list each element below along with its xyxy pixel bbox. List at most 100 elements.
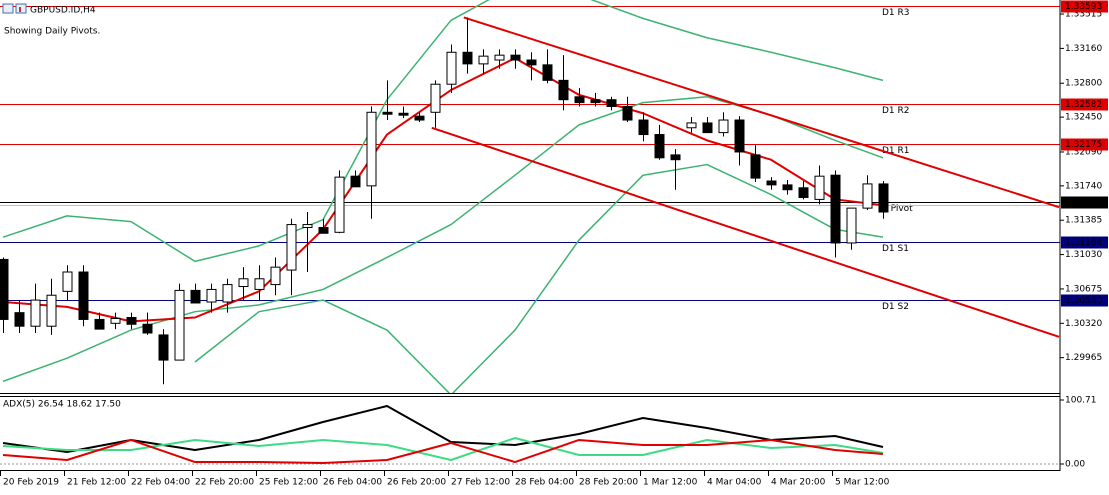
candle-body <box>14 312 25 327</box>
candle-body <box>478 55 489 65</box>
y-tick-label: 1.33515 <box>1065 10 1102 20</box>
adx-tick-label: 0.00 <box>1065 460 1085 470</box>
candle-body <box>398 112 409 116</box>
indicator-line <box>2 0 884 263</box>
candle-body <box>286 224 297 271</box>
adx-line <box>2 404 884 453</box>
x-tick-label: 20 Feb 2019 <box>3 478 59 488</box>
candle-body <box>46 294 57 327</box>
pivot-level-name: D1 S1 <box>882 244 909 254</box>
adx-label: ADX(5) 26.54 18.62 17.50 <box>3 400 121 410</box>
price-label-box <box>1061 98 1108 111</box>
candle-body <box>430 83 441 113</box>
y-tick-label: 1.32090 <box>1065 147 1102 157</box>
candle-body <box>782 184 793 191</box>
x-tick-label: 21 Feb 12:00 <box>67 478 126 488</box>
candle-body <box>734 119 745 153</box>
price-label: 1.33593 <box>1065 2 1102 12</box>
x-tick-label: 4 Mar 20:00 <box>771 478 826 488</box>
pivot-level-name: D1 R3 <box>882 8 910 18</box>
candle-body <box>366 111 377 187</box>
pivot-level-name: D1 S2 <box>882 302 909 312</box>
candle-body <box>670 154 681 161</box>
price-label: 1.30560 <box>1065 296 1102 306</box>
y-tick-label: 1.33160 <box>1065 44 1102 54</box>
x-tick-label: 5 Mar 12:00 <box>835 478 890 488</box>
candle-body <box>558 79 569 101</box>
chart-title: GBPUSD.ID,H4 <box>30 6 96 16</box>
candle-body <box>0 258 9 320</box>
candle-body <box>462 51 473 65</box>
candle-body <box>142 323 153 334</box>
y-tick-label: 1.31740 <box>1065 181 1102 191</box>
indicator-line <box>194 163 884 393</box>
candle-body <box>542 64 553 81</box>
candle-body <box>318 226 329 234</box>
candle-body <box>62 271 73 292</box>
trend-line <box>431 126 1060 338</box>
pivot-level-name: 1 Pivot <box>882 204 913 214</box>
icon <box>19 7 21 12</box>
candle-body <box>126 316 137 325</box>
x-tick-label: 22 Feb 04:00 <box>131 478 190 488</box>
candle-body <box>606 99 617 107</box>
candle-body <box>702 122 713 134</box>
candle-body <box>238 278 249 288</box>
x-tick-label: 27 Feb 12:00 <box>451 478 510 488</box>
pivot-level-name: D1 R2 <box>882 106 910 116</box>
candle-body <box>718 119 729 134</box>
x-tick-label: 26 Feb 20:00 <box>387 478 446 488</box>
candle-body <box>798 187 809 198</box>
candle-body <box>590 99 601 104</box>
candle-body <box>494 54 505 61</box>
candle-body <box>350 175 361 188</box>
price-pane: D1 R3 D1 R2 D1 R1 1 Pivot D1 S1 D1 S2 <box>0 0 1060 393</box>
x-tick-label: 25 Feb 12:00 <box>259 478 318 488</box>
candle-body <box>446 51 457 85</box>
x-tick-label: 26 Feb 04:00 <box>323 478 382 488</box>
axes <box>0 0 1061 471</box>
candle-body <box>686 122 697 129</box>
y-tick-label: 1.32800 <box>1065 79 1102 89</box>
x-tick-label: 28 Feb 04:00 <box>515 478 574 488</box>
candle-body <box>654 134 665 159</box>
price-label: 1.32175 <box>1065 140 1102 150</box>
y-tick-label: 1.30320 <box>1065 319 1102 329</box>
candle-body <box>414 115 425 121</box>
adx-tick-label: 100.71 <box>1065 396 1097 406</box>
candle-body <box>206 288 217 303</box>
price-label-box <box>1061 196 1108 209</box>
candle-body <box>30 299 41 327</box>
candle-body <box>622 105 633 121</box>
candle-body <box>750 154 761 179</box>
price-label-box <box>1061 236 1108 249</box>
candle-body <box>334 176 345 233</box>
candle-body <box>174 289 185 361</box>
price-label-box <box>1061 138 1108 151</box>
candle-body <box>510 54 521 61</box>
candle-body <box>862 183 873 209</box>
adx-pane <box>0 404 1060 465</box>
chart-subtitle: Showing Daily Pivots. <box>4 27 100 37</box>
candle-body <box>814 175 825 200</box>
price-label: 1.32582 <box>1065 100 1102 110</box>
price-label-box <box>1061 0 1108 13</box>
candle-body <box>638 119 649 136</box>
price-label: 1.31164 <box>1065 238 1102 248</box>
candle-body <box>846 207 857 244</box>
candle-body <box>78 271 89 320</box>
candle-body <box>222 284 233 303</box>
candle-body <box>94 318 105 330</box>
trend-line <box>463 16 1060 209</box>
icon <box>2 3 14 14</box>
candle-body <box>158 334 169 361</box>
x-tick-label: 4 Mar 04:00 <box>707 478 762 488</box>
candle-body <box>302 224 313 228</box>
candle-body <box>766 180 777 186</box>
price-label: 1.31571 <box>1065 198 1102 208</box>
y-tick-label: 1.30675 <box>1065 284 1102 294</box>
